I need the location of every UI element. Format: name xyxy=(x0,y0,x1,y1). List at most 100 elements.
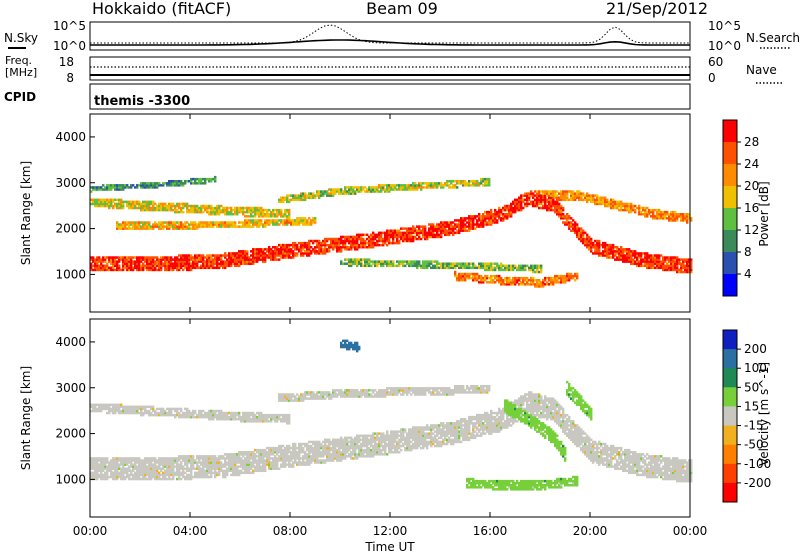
heatmap-cell xyxy=(662,260,665,263)
heatmap-cell xyxy=(302,194,305,197)
heatmap-cell xyxy=(552,204,555,208)
heatmap-cell xyxy=(148,457,151,460)
heatmap-cell xyxy=(476,219,479,222)
heatmap-cell xyxy=(234,467,237,470)
heatmap-cell xyxy=(334,237,337,241)
heatmap-cell xyxy=(234,473,237,477)
heatmap-cell xyxy=(118,260,121,263)
heatmap-cell xyxy=(530,194,533,197)
heatmap-cell xyxy=(488,268,491,272)
heatmap-cell xyxy=(598,246,601,249)
heatmap-cell xyxy=(460,219,463,222)
heatmap-cell xyxy=(432,266,435,270)
heatmap-cell xyxy=(384,241,387,245)
heatmap-cell xyxy=(572,227,575,230)
heatmap-cell xyxy=(312,194,315,197)
heatmap-cell xyxy=(196,465,199,468)
heatmap-cell xyxy=(454,186,457,189)
heatmap-cell xyxy=(116,206,119,210)
heatmap-cell xyxy=(218,463,221,466)
heatmap-cell xyxy=(618,204,621,208)
heatmap-cell xyxy=(542,285,545,288)
heatmap-cell xyxy=(106,188,109,191)
heatmap-cell xyxy=(190,264,193,268)
heatmap-cell xyxy=(146,225,149,228)
heatmap-cell xyxy=(594,194,597,197)
heatmap-cell xyxy=(420,264,423,268)
noise-ytick-bottom-left: 10^0 xyxy=(53,39,86,53)
heatmap-cell xyxy=(252,221,255,224)
heatmap-cell xyxy=(150,200,153,204)
heatmap-cell xyxy=(480,177,483,181)
heatmap-cell xyxy=(182,465,185,468)
heatmap-cell xyxy=(466,184,469,187)
heatmap-cell xyxy=(452,221,455,224)
heatmap-cell xyxy=(312,239,315,243)
heatmap-cell xyxy=(630,208,633,212)
heatmap-cell xyxy=(220,260,223,263)
heatmap-cell xyxy=(114,204,117,208)
heatmap-cell xyxy=(188,409,191,413)
heatmap-cell xyxy=(422,266,425,270)
heatmap-cell xyxy=(186,469,189,473)
heatmap-cell xyxy=(96,459,99,462)
heatmap-cell xyxy=(252,256,255,259)
heatmap-cell xyxy=(550,198,553,202)
heatmap-cell xyxy=(308,246,311,249)
heatmap-cell xyxy=(518,266,521,270)
heatmap-cell xyxy=(344,239,347,243)
heatmap-cell xyxy=(434,227,437,230)
heatmap-cell xyxy=(316,243,319,247)
heatmap-cell xyxy=(190,457,193,460)
heatmap-cell xyxy=(448,221,451,224)
heatmap-cell xyxy=(392,264,395,268)
heatmap-cell xyxy=(568,276,571,280)
heatmap-cell xyxy=(152,225,155,228)
heatmap-cell xyxy=(258,210,261,214)
heatmap-cell xyxy=(244,219,247,222)
heatmap-cell xyxy=(316,194,319,197)
heatmap-cell xyxy=(210,418,213,421)
heatmap-cell xyxy=(94,407,97,411)
heatmap-cell xyxy=(210,465,213,468)
heatmap-cell xyxy=(216,266,219,270)
heatmap-cell xyxy=(170,459,173,462)
heatmap-cell xyxy=(378,239,381,243)
heatmap-cell xyxy=(372,246,375,249)
heatmap-cell xyxy=(318,250,321,253)
heatmap-cell xyxy=(320,250,323,253)
heatmap-cell xyxy=(618,258,621,261)
heatmap-cell xyxy=(690,270,693,274)
heatmap-cell xyxy=(550,204,553,208)
heatmap-cell xyxy=(112,409,115,413)
heatmap-cell xyxy=(216,467,219,470)
heatmap-cell xyxy=(122,262,125,265)
heatmap-cell xyxy=(416,264,419,268)
colorbar-swatch xyxy=(723,252,737,275)
heatmap-cell xyxy=(358,246,361,249)
heatmap-cell xyxy=(388,229,391,232)
heatmap-cell xyxy=(436,233,439,237)
heatmap-cell xyxy=(642,258,645,261)
heatmap-cell xyxy=(356,248,359,251)
heatmap-cell xyxy=(142,413,145,417)
heatmap-cell xyxy=(522,266,525,270)
heatmap-cell xyxy=(620,208,623,212)
heatmap-cell xyxy=(186,221,189,224)
heatmap-cell xyxy=(316,241,319,245)
cpid-panel-frame xyxy=(89,83,691,110)
heatmap-cell xyxy=(490,215,493,218)
heatmap-cell xyxy=(604,241,607,245)
heatmap-cell xyxy=(310,246,313,249)
heatmap-cell xyxy=(596,248,599,251)
heatmap-cell xyxy=(622,204,625,208)
heatmap-cell xyxy=(234,210,237,214)
heatmap-cell xyxy=(436,182,439,185)
heatmap-cell xyxy=(136,475,139,479)
heatmap-cell xyxy=(398,184,401,187)
heatmap-cell xyxy=(350,186,353,189)
heatmap-cell xyxy=(688,264,691,268)
heatmap-cell xyxy=(610,206,613,210)
heatmap-cell xyxy=(100,198,103,202)
heatmap-cell xyxy=(612,246,615,249)
